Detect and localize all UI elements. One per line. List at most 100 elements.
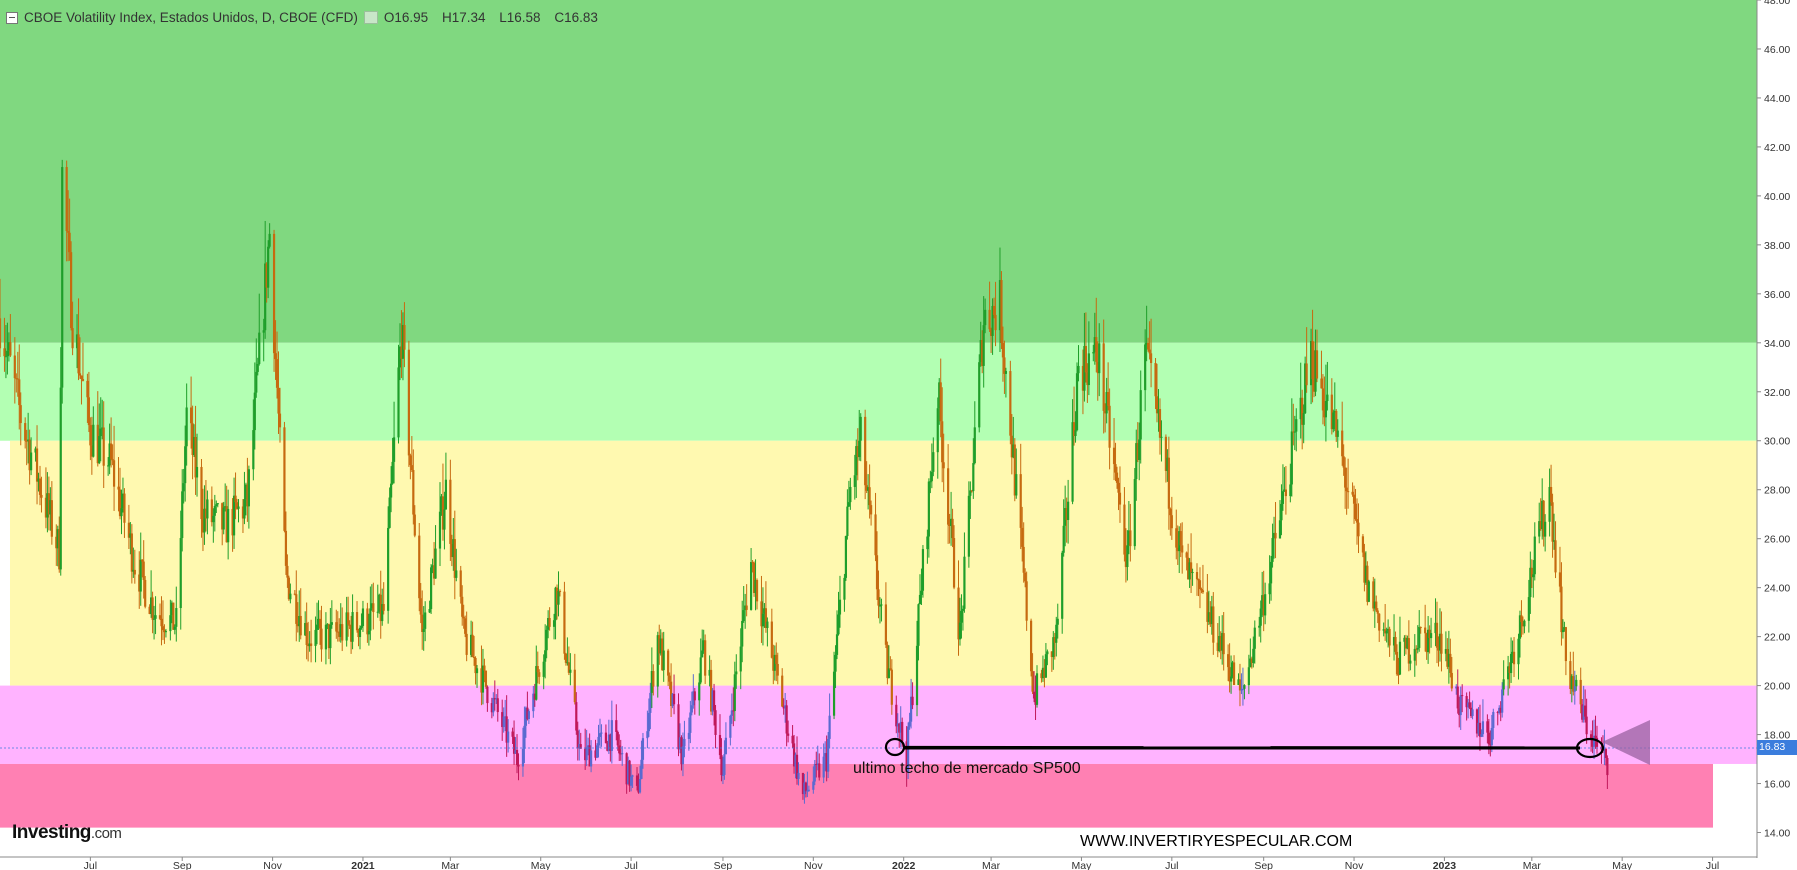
- last-price-badge: 16.83: [1757, 740, 1797, 755]
- candle-body: [247, 469, 250, 507]
- candle-body: [244, 484, 248, 500]
- candle-body: [1594, 735, 1597, 738]
- candle-body: [649, 692, 652, 713]
- candle-body: [856, 446, 859, 458]
- candle-body: [988, 309, 991, 330]
- candle-body: [1135, 443, 1138, 480]
- candle-body: [1075, 373, 1079, 431]
- candle-body: [973, 427, 976, 464]
- candle-body: [1570, 676, 1573, 689]
- candle-body: [1444, 649, 1447, 654]
- candle-body: [235, 502, 239, 509]
- candle-body: [567, 662, 570, 673]
- candle-body: [576, 730, 579, 749]
- x-tick-label: 2023: [1433, 860, 1457, 870]
- candle-body: [1136, 443, 1139, 460]
- candle-body: [1459, 695, 1462, 716]
- candle-body: [932, 452, 935, 472]
- candle-body: [1440, 633, 1443, 654]
- candle-body: [1176, 547, 1179, 552]
- candle-body: [1435, 622, 1439, 648]
- candle-body: [967, 495, 970, 557]
- candle-body: [318, 618, 322, 629]
- candle-body: [610, 720, 613, 751]
- candle-body: [604, 732, 608, 744]
- candle-body: [98, 436, 101, 464]
- candle-body: [1166, 457, 1169, 471]
- candle-body: [652, 671, 655, 687]
- candle-body: [1469, 707, 1473, 717]
- candle-body: [1375, 601, 1378, 611]
- candle-body: [339, 624, 342, 637]
- x-tick-label: May: [1612, 860, 1633, 870]
- candle-body: [600, 732, 603, 734]
- candle-body: [557, 590, 560, 605]
- candle-body: [243, 499, 246, 519]
- candle-body: [366, 608, 369, 635]
- candle-body: [766, 621, 769, 628]
- candle-body: [1465, 696, 1468, 708]
- candle-body: [412, 469, 415, 515]
- candle-body: [618, 745, 621, 754]
- candle-body: [1489, 744, 1492, 746]
- candle-body: [514, 749, 517, 754]
- candle-body: [241, 506, 245, 519]
- candle-body: [133, 569, 136, 575]
- candle-body: [739, 646, 742, 672]
- candle-body: [1157, 409, 1160, 414]
- candle-body: [1394, 637, 1397, 652]
- candle-body: [77, 334, 80, 374]
- candle-body: [972, 463, 975, 492]
- annotation-overlay: [0, 720, 1757, 765]
- candle-body: [1471, 709, 1474, 717]
- candle-body: [898, 723, 901, 733]
- candle-body: [1406, 638, 1409, 649]
- candle-body: [730, 710, 733, 716]
- candle-body: [598, 733, 602, 737]
- candle-body: [391, 461, 394, 484]
- candle-body: [1450, 672, 1453, 689]
- candle-body: [55, 536, 58, 549]
- candle-body: [822, 756, 825, 778]
- candle-body: [264, 263, 267, 331]
- candle-body: [1289, 484, 1292, 497]
- candle-body: [1347, 491, 1350, 493]
- candle-body: [1569, 661, 1572, 689]
- candle-body: [1207, 612, 1210, 622]
- collapse-icon[interactable]: [6, 11, 18, 24]
- settings-icon[interactable]: [363, 11, 378, 24]
- candle-body: [293, 593, 296, 595]
- candle-body: [1366, 565, 1369, 602]
- candle-body: [35, 448, 39, 482]
- candle-body: [687, 732, 690, 739]
- candle-body: [110, 443, 113, 460]
- candle-body: [38, 478, 42, 495]
- candle-body: [15, 378, 18, 380]
- candle-body: [1512, 651, 1516, 665]
- candle-body: [1249, 658, 1252, 668]
- candle-body: [1035, 673, 1039, 705]
- candle-body: [752, 562, 756, 594]
- candle-body: [868, 487, 871, 506]
- investing-logo: Investing.com: [12, 822, 122, 844]
- candle-body: [1341, 430, 1344, 457]
- candle-body: [791, 735, 794, 744]
- candle-body: [1523, 620, 1526, 627]
- candle-body: [387, 527, 390, 611]
- current-price-circle: [1575, 737, 1605, 759]
- candle-body: [127, 522, 130, 538]
- candle-body: [70, 252, 73, 329]
- candle-body: [794, 754, 797, 767]
- candle-body: [1032, 691, 1036, 699]
- y-tick-label: 40.00: [1764, 191, 1790, 203]
- candle-body: [1584, 705, 1587, 717]
- candle-body: [1065, 508, 1068, 521]
- candle-body: [1004, 371, 1008, 374]
- candle-body: [1403, 637, 1406, 642]
- candle-body: [1395, 651, 1399, 675]
- candle-body: [1507, 666, 1510, 680]
- candle-body: [398, 346, 402, 368]
- candle-body: [631, 775, 634, 777]
- candle-body: [515, 749, 519, 765]
